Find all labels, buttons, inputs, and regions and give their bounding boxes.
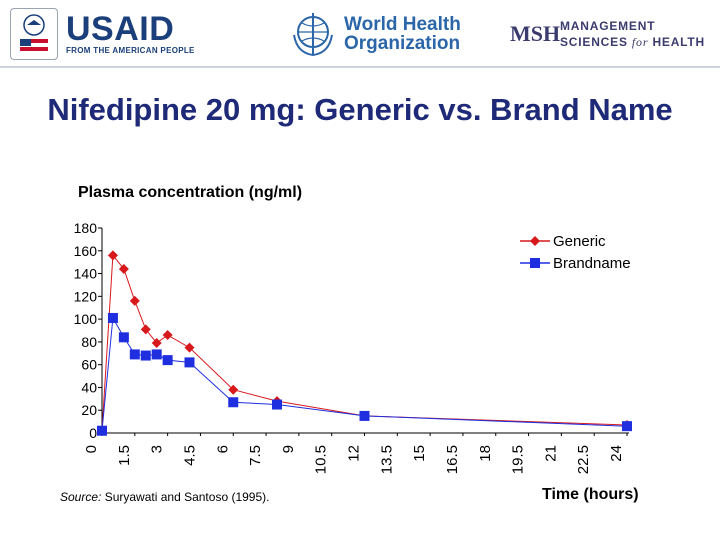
x-tick-label: 19.5 bbox=[510, 445, 527, 474]
brandname-point bbox=[97, 425, 107, 436]
source-note: Source: Suryawati and Santoso (1995). bbox=[60, 490, 269, 504]
y-tick-label: 60 bbox=[81, 357, 97, 373]
x-tick-label: 3 bbox=[149, 445, 166, 453]
generic-point bbox=[162, 330, 173, 341]
x-tick-label: 16.5 bbox=[444, 445, 461, 474]
usaid-seal-icon bbox=[10, 8, 58, 60]
header-divider bbox=[0, 66, 720, 68]
who-name-line1: World Health bbox=[344, 14, 461, 35]
y-tick-label: 80 bbox=[81, 334, 97, 350]
x-tick-label: 6 bbox=[214, 445, 231, 453]
y-tick-label: 160 bbox=[74, 243, 98, 259]
x-tick-label: 24 bbox=[608, 445, 625, 462]
generic-point bbox=[151, 338, 162, 349]
who-name-line2: Organization bbox=[344, 33, 461, 54]
legend-label: Generic bbox=[553, 233, 606, 250]
generic-point bbox=[107, 250, 118, 261]
x-tick-label: 12 bbox=[346, 445, 363, 462]
series-line-generic bbox=[101, 253, 628, 431]
brandname-point bbox=[359, 410, 370, 421]
msh-logo: MSH MANAGEMENT SCIENCES for HEALTH bbox=[510, 8, 705, 60]
brandname-point bbox=[228, 397, 239, 408]
msh-name-line2: SCIENCES for HEALTH bbox=[560, 35, 706, 49]
y-tick-label: 0 bbox=[89, 425, 97, 441]
brandname-point bbox=[162, 355, 173, 366]
brandname-point bbox=[129, 349, 140, 360]
x-tick-label: 10.5 bbox=[313, 445, 330, 474]
usaid-logo: USAID FROM THE AMERICAN PEOPLE bbox=[10, 8, 195, 60]
y-tick-label: 180 bbox=[74, 220, 98, 236]
who-emblem-icon bbox=[293, 13, 333, 57]
legend-marker-generic bbox=[530, 236, 540, 246]
x-tick-label: 15 bbox=[411, 445, 428, 462]
x-tick-label: 13.5 bbox=[378, 445, 395, 474]
source-text: Suryawati and Santoso (1995). bbox=[104, 490, 270, 504]
usaid-tagline: FROM THE AMERICAN PEOPLE bbox=[66, 46, 195, 55]
y-tick-label: 100 bbox=[74, 311, 98, 327]
usaid-wordmark: USAID bbox=[66, 10, 175, 48]
legend-marker-brandname bbox=[530, 258, 540, 268]
generic-point bbox=[129, 295, 140, 306]
y-tick-label: 20 bbox=[81, 402, 97, 418]
logo-bar: USAID FROM THE AMERICAN PEOPLE World Hea… bbox=[0, 0, 720, 66]
msh-name-line1: MANAGEMENT bbox=[560, 19, 656, 33]
x-tick-label: 18 bbox=[477, 445, 494, 462]
generic-point bbox=[228, 384, 239, 395]
y-tick-label: 40 bbox=[81, 379, 97, 395]
generic-point bbox=[184, 342, 195, 353]
source-prefix: Source: bbox=[60, 490, 102, 504]
brandname-point bbox=[107, 312, 118, 323]
x-tick-label: 1.5 bbox=[116, 445, 133, 466]
x-tick-label: 21 bbox=[542, 445, 559, 462]
x-axis-label: Time (hours) bbox=[542, 486, 639, 503]
brandname-point bbox=[151, 349, 162, 360]
x-tick-label: 22.5 bbox=[575, 445, 592, 474]
brandname-point bbox=[272, 399, 282, 410]
slide-title: Nifedipine 20 mg: Generic vs. Brand Name bbox=[47, 92, 673, 127]
x-tick-label: 4.5 bbox=[181, 445, 198, 466]
x-tick-label: 9 bbox=[280, 445, 297, 453]
chart-title: Plasma concentration (ng/ml) bbox=[78, 184, 302, 201]
brandname-point bbox=[140, 350, 151, 361]
brandname-point bbox=[118, 332, 129, 343]
y-tick-label: 140 bbox=[74, 266, 98, 282]
who-logo: World Health Organization bbox=[288, 8, 461, 60]
brandname-point bbox=[184, 357, 195, 368]
x-tick-label: 0 bbox=[83, 445, 100, 453]
generic-point bbox=[140, 324, 151, 335]
x-tick-label: 7.5 bbox=[247, 445, 264, 466]
legend-label: Brandname bbox=[553, 255, 631, 272]
brandname-point bbox=[622, 421, 632, 432]
msh-mark: MSH bbox=[510, 21, 561, 46]
y-tick-label: 120 bbox=[74, 288, 98, 304]
generic-point bbox=[118, 264, 129, 274]
